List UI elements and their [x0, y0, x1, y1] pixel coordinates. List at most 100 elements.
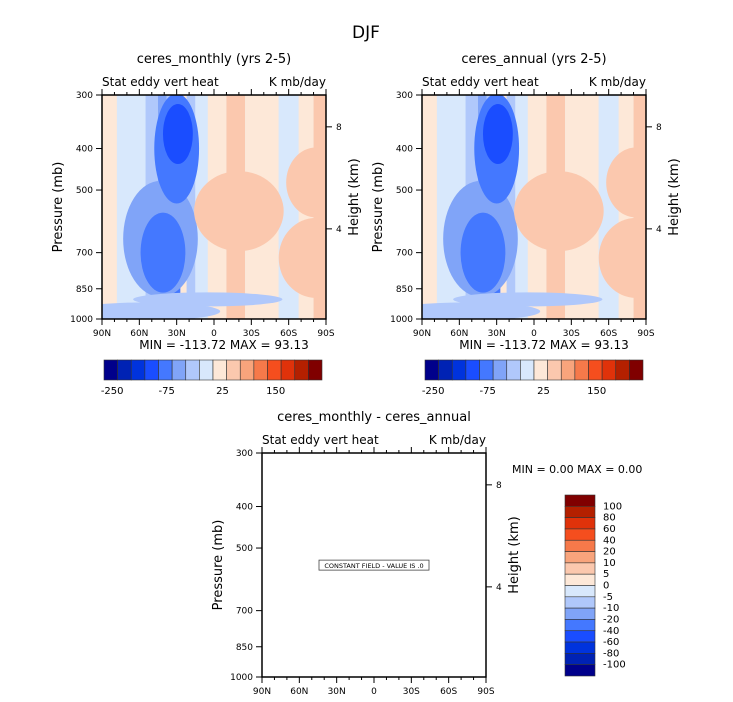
colorbar-swatch: [564, 585, 596, 598]
x-tick-label: 90N: [253, 687, 271, 697]
panel-subtitle-left: Stat eddy vert heat: [262, 433, 379, 447]
colorbar-swatch: [564, 641, 596, 654]
x-tick-label: 30N: [328, 687, 346, 697]
x-tick-label: 30S: [243, 329, 260, 339]
colorbar-swatch: [564, 653, 596, 665]
colorbar-swatch: [212, 359, 227, 381]
min-max-stats: MIN = 0.00 MAX = 0.00: [512, 463, 642, 476]
colorbar-swatch: [117, 359, 132, 381]
contour-field: [102, 95, 326, 319]
x-tick-label: 60S: [280, 329, 297, 339]
colorbar-swatch: [629, 359, 644, 381]
y-tick-label: 300: [236, 449, 253, 459]
colorbar-label: -40: [603, 626, 619, 637]
contour-blob: [194, 171, 284, 252]
colorbar-swatch: [239, 359, 255, 381]
colorbar-swatch: [564, 596, 596, 609]
colorbar-label: -5: [603, 592, 613, 603]
colorbar-swatch: [574, 359, 589, 381]
colorbar-swatch: [564, 551, 596, 564]
y2-tick-label: 4: [496, 583, 502, 593]
colorbar-swatch: [492, 359, 508, 381]
colorbar-label: -75: [480, 386, 496, 397]
min-max-stats: MIN = -113.72 MAX = 93.13: [459, 338, 629, 352]
contour-blob: [162, 104, 193, 165]
panel-subtitle-left: Stat eddy vert heat: [422, 75, 539, 89]
colorbar-swatch: [564, 630, 596, 643]
colorbar-swatch: [226, 359, 241, 381]
colorbar-swatch: [171, 359, 187, 381]
colorbar-label: 5: [603, 569, 609, 580]
panel-title: ceres_monthly (yrs 2-5): [137, 52, 291, 67]
colorbar-label: 100: [603, 501, 622, 512]
colorbar-swatch: [130, 359, 146, 381]
colorbar-swatch: [438, 359, 453, 381]
colorbar-swatch: [158, 359, 173, 381]
colorbar-swatch: [615, 359, 630, 381]
colorbar-swatch: [564, 562, 596, 575]
colorbar-swatch: [199, 359, 214, 381]
y-tick-label: 1000: [70, 315, 93, 325]
y-axis-label: Pressure (mb): [371, 162, 386, 253]
x-tick-label: 30N: [488, 329, 506, 339]
colorbar-swatch: [465, 359, 480, 381]
colorbar-label: -60: [603, 637, 619, 648]
contour-blob: [286, 147, 326, 218]
x-tick-label: 0: [371, 687, 377, 697]
contour-field: [422, 95, 646, 319]
colorbar-label: 0: [603, 581, 609, 592]
y-tick-label: 500: [236, 544, 253, 554]
x-tick-label: 60N: [290, 687, 308, 697]
contour-blob: [133, 292, 283, 307]
colorbar-swatch: [547, 359, 562, 381]
colorbar-swatch: [506, 359, 521, 381]
colorbar-swatch: [144, 359, 159, 381]
panel-subtitle-right: K mb/day: [429, 433, 486, 447]
y-tick-label: 300: [76, 91, 93, 101]
colorbar-swatch: [564, 619, 596, 632]
colorbar-label: 150: [587, 386, 606, 397]
colorbar-swatch: [479, 359, 494, 381]
x-tick-label: 60N: [450, 329, 468, 339]
page-title: DJF: [352, 23, 380, 43]
colorbar-swatch: [103, 359, 118, 381]
constant-field-annotation: CONSTANT FIELD - VALUE IS .0: [324, 562, 423, 570]
colorbar-label: 150: [266, 386, 285, 397]
colorbar-swatch: [564, 494, 596, 507]
colorbar-label: -250: [101, 386, 124, 397]
colorbar-swatch: [308, 359, 323, 381]
y-tick-label: 400: [236, 503, 253, 513]
contour-blob: [422, 310, 498, 319]
y2-tick-label: 8: [656, 123, 662, 133]
contour-blob: [140, 212, 186, 293]
colorbar-swatch: [253, 359, 268, 381]
y2-axis-label: Height (km): [507, 516, 522, 593]
annotation-box: [318, 559, 430, 571]
y-tick-label: 850: [396, 285, 413, 295]
x-tick-label: 90S: [477, 687, 494, 697]
colorbar-label: 20: [603, 547, 616, 558]
panel-subtitle-right: K mb/day: [589, 75, 646, 89]
x-tick-label: 30N: [168, 329, 186, 339]
y-tick-label: 700: [396, 249, 413, 259]
x-tick-label: 60S: [600, 329, 617, 339]
colorbar-swatch: [560, 359, 576, 381]
panel-diff: ceres_monthly - ceres_annual Stat eddy ve…: [211, 410, 642, 697]
colorbar-swatch: [564, 517, 596, 530]
colorbar-swatch: [185, 359, 200, 381]
x-tick-label: 0: [211, 329, 217, 339]
contour-blob: [482, 104, 513, 165]
panel-title: ceres_annual (yrs 2-5): [461, 52, 606, 67]
colorbar-label: -20: [603, 614, 619, 625]
y2-tick-label: 4: [656, 225, 662, 235]
contour-blob: [102, 310, 178, 319]
colorbar-swatch: [294, 359, 309, 381]
contour-blob: [453, 292, 603, 307]
x-tick-label: 60S: [440, 687, 457, 697]
colorbar-swatch: [564, 573, 596, 586]
y2-tick-label: 8: [336, 123, 342, 133]
contour-blob: [598, 217, 646, 298]
y-tick-label: 1000: [230, 673, 253, 683]
panel-subtitle-right: K mb/day: [269, 75, 326, 89]
